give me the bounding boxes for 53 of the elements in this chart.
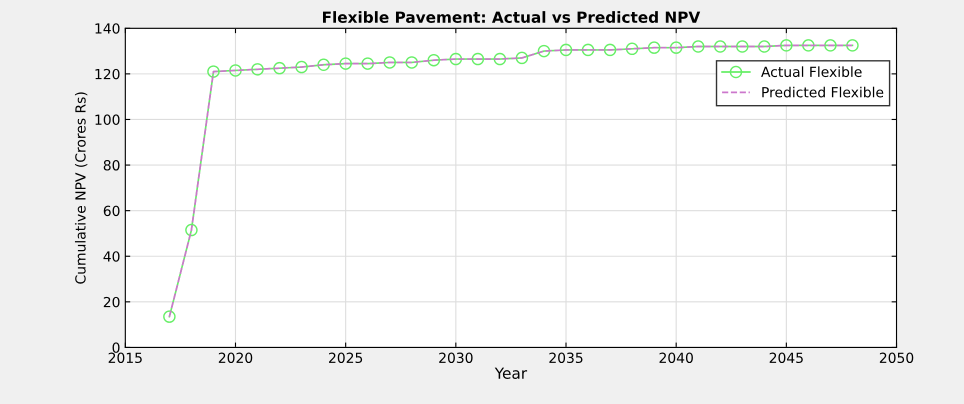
point [361,57,374,70]
chart-title: Flexible Pavement: Actual vs Predicted NPV [323,11,700,23]
y-tick-label: 100 [95,114,120,125]
point [582,44,594,56]
point [339,57,352,70]
point [736,40,749,53]
point [428,54,440,66]
point [692,40,704,53]
x-tick-label: 2030 [439,352,473,364]
point [229,64,242,77]
x-tick-label: 2025 [329,352,362,364]
point [317,58,330,72]
point [538,44,550,58]
point [802,39,815,52]
point [406,56,418,69]
point [472,52,484,66]
point [780,39,793,52]
legend-label: Actual Flexible [761,66,862,78]
x-axis-title: Year [494,368,528,379]
point [273,62,286,74]
point [383,56,396,69]
legend-label: Predicted Flexible [762,86,884,98]
point [163,310,176,323]
point [560,44,572,56]
point [207,65,220,78]
point [824,39,837,52]
point [604,44,616,56]
point [846,39,859,52]
y-tick-label: 40 [103,251,120,262]
y-tick-label: 80 [104,160,120,171]
point [626,42,638,56]
x-tick-label: 2040 [660,352,693,364]
x-tick-label: 2020 [218,352,252,364]
point [670,41,682,54]
x-tick-label: 2015 [108,352,142,364]
point [251,63,264,76]
point [494,52,506,66]
point [714,40,726,53]
x-tick-label: 2045 [770,352,803,364]
point [516,52,528,64]
x-tick-label: 2035 [549,352,582,364]
point [758,40,771,53]
x-tick-label: 2050 [880,352,914,364]
y-tick-label: 0 [112,342,120,353]
y-tick-label: 140 [95,23,120,34]
y-axis-title: Cumulative NPV (Crores Rs) [74,92,88,284]
point [450,52,462,66]
point [648,41,660,54]
point [295,60,308,74]
y-tick-label: 20 [104,296,120,308]
point [185,224,198,236]
y-tick-label: 120 [95,68,120,80]
y-tick-label: 60 [104,206,120,216]
